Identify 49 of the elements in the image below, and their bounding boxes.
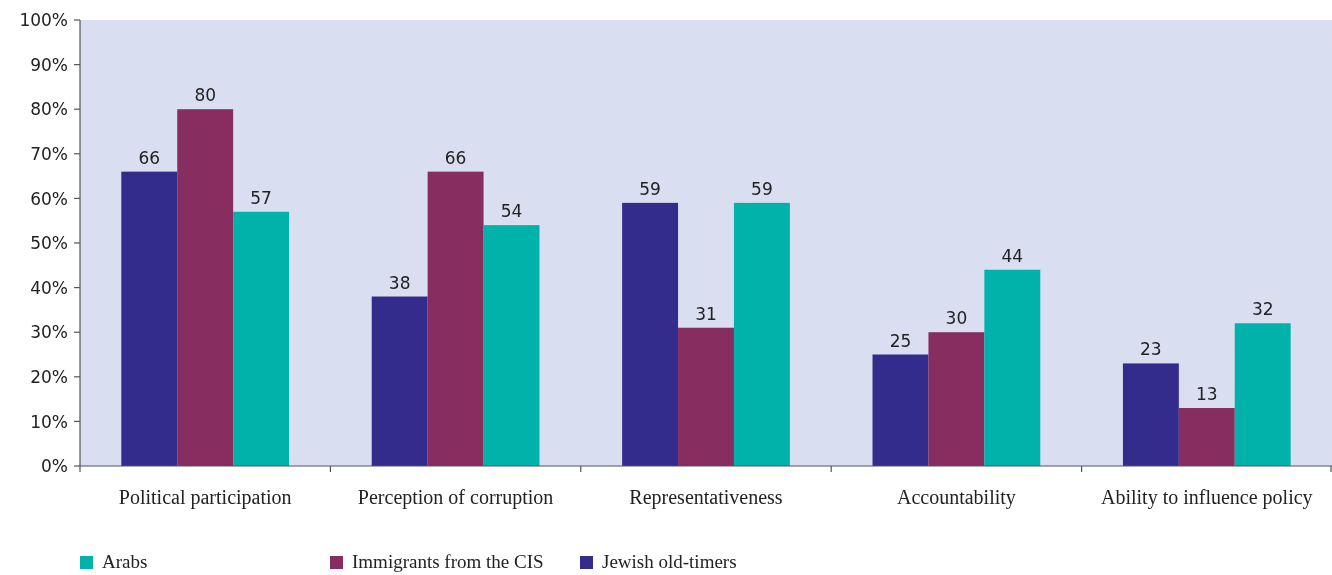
y-tick-label: 30% xyxy=(30,322,68,343)
y-tick-label: 40% xyxy=(30,277,68,298)
data-label: 30 xyxy=(945,308,968,329)
y-tick-label: 50% xyxy=(30,233,68,254)
bar xyxy=(371,296,428,466)
x-tick-label: Ability to influence policy xyxy=(1100,486,1313,509)
x-tick-label: Representativeness xyxy=(629,486,783,509)
x-tick-label: Perception of corruption xyxy=(357,486,554,509)
y-tick-label: 70% xyxy=(30,143,68,164)
x-tick-label: Accountability xyxy=(896,486,1016,509)
y-tick-label: 80% xyxy=(30,99,68,120)
y-tick-label: 100% xyxy=(19,10,68,31)
bar xyxy=(984,269,1041,466)
bar xyxy=(233,211,290,466)
data-label: 57 xyxy=(250,187,272,208)
bar xyxy=(928,332,985,466)
data-label: 13 xyxy=(1195,384,1218,405)
data-label: 23 xyxy=(1140,339,1162,360)
data-label: 31 xyxy=(695,303,717,324)
data-label: 25 xyxy=(889,330,912,351)
data-label: 59 xyxy=(751,178,773,199)
data-label: 38 xyxy=(388,272,411,293)
bar xyxy=(1122,363,1179,466)
y-tick-label: 10% xyxy=(30,411,68,432)
bar xyxy=(121,171,178,466)
legend-label: Arabs xyxy=(102,551,148,572)
bar xyxy=(678,327,734,466)
y-tick-label: 90% xyxy=(30,54,68,75)
data-label: 66 xyxy=(138,147,161,168)
data-label: 54 xyxy=(500,201,523,222)
bar xyxy=(622,202,679,466)
legend-label: Jewish old-timers xyxy=(602,551,737,572)
data-label: 66 xyxy=(444,147,467,168)
bar xyxy=(427,171,484,466)
bar xyxy=(177,109,234,466)
bar xyxy=(1234,323,1291,466)
bar xyxy=(872,354,929,466)
y-tick-label: 0% xyxy=(41,456,68,477)
data-label: 44 xyxy=(1001,245,1024,266)
x-tick-label: Political participation xyxy=(118,486,292,509)
data-label: 59 xyxy=(639,178,661,199)
data-label: 80 xyxy=(194,85,217,106)
bar xyxy=(1178,408,1235,466)
bar xyxy=(733,202,790,466)
y-tick-label: 60% xyxy=(30,188,68,209)
legend-label: Immigrants from the CIS xyxy=(352,551,544,572)
y-tick-label: 20% xyxy=(30,366,68,387)
data-label: 32 xyxy=(1251,299,1274,320)
bar xyxy=(483,225,540,466)
